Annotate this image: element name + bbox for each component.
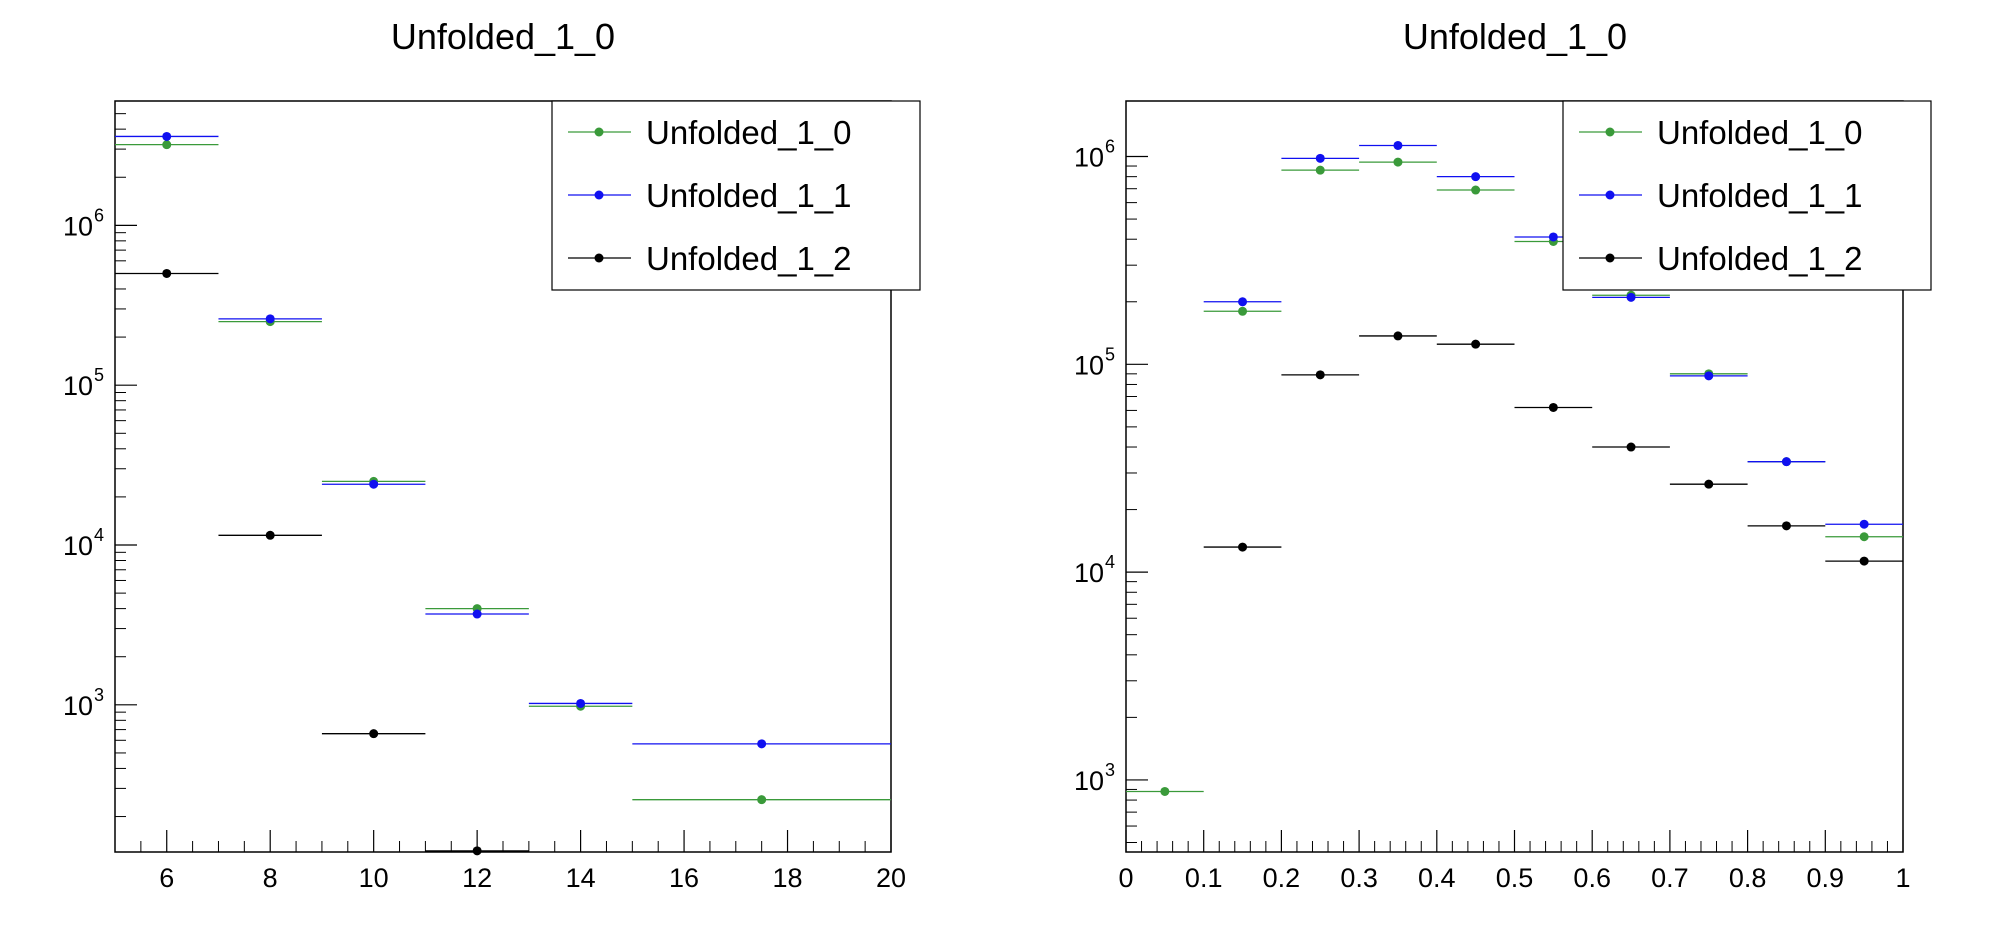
- y-tick-label-right: 10: [1074, 558, 1104, 588]
- data-point-right-series-0: [1471, 185, 1481, 195]
- data-point-left-series-1: [162, 131, 172, 141]
- data-point-left-series-2: [369, 729, 379, 739]
- x-tick-label-right: 0.1: [1185, 863, 1223, 893]
- data-point-right-series-2: [1471, 339, 1481, 349]
- data-point-right-series-1: [1315, 153, 1325, 163]
- x-tick-label-left: 20: [876, 863, 906, 893]
- data-point-right-series-0: [1315, 165, 1325, 175]
- y-tick-exponent-left: 4: [94, 525, 104, 545]
- data-point-left-series-1: [472, 609, 482, 619]
- y-tick-label-right: 10: [1074, 350, 1104, 380]
- y-tick-exponent-left: 6: [94, 205, 104, 225]
- legend-label-left-2: Unfolded_1_2: [646, 240, 852, 277]
- data-point-right-series-0: [1859, 532, 1869, 542]
- x-tick-label-right: 0.9: [1807, 863, 1845, 893]
- x-tick-label-left: 8: [263, 863, 278, 893]
- data-point-left-series-2: [472, 846, 482, 856]
- data-point-right-series-2: [1548, 402, 1558, 412]
- y-tick-label-left: 10: [63, 371, 93, 401]
- legend-label-right-0: Unfolded_1_0: [1657, 114, 1863, 151]
- x-tick-label-right: 0.6: [1573, 863, 1611, 893]
- x-tick-label-right: 0.8: [1729, 863, 1767, 893]
- data-point-left-series-2: [265, 530, 275, 540]
- legend-label-left-1: Unfolded_1_1: [646, 177, 852, 214]
- x-tick-label-right: 0.4: [1418, 863, 1456, 893]
- data-point-right-series-2: [1626, 442, 1636, 452]
- data-point-right-series-0: [1238, 306, 1248, 316]
- y-tick-label-left: 10: [63, 691, 93, 721]
- data-point-left-series-1: [757, 739, 767, 749]
- data-point-left-series-2: [162, 268, 172, 278]
- data-point-right-series-2: [1781, 521, 1791, 531]
- legend-marker-right-0: [1605, 127, 1615, 137]
- y-tick-exponent-left: 3: [94, 685, 104, 705]
- data-point-right-series-1: [1859, 519, 1869, 529]
- x-tick-label-right: 0.5: [1496, 863, 1534, 893]
- y-tick-exponent-left: 5: [94, 365, 104, 385]
- y-tick-label-left: 10: [63, 211, 93, 241]
- data-point-right-series-1: [1238, 297, 1248, 307]
- y-tick-label-left: 10: [63, 531, 93, 561]
- data-point-right-series-1: [1548, 232, 1558, 242]
- x-tick-label-left: 10: [359, 863, 389, 893]
- data-point-left-series-0: [162, 140, 172, 150]
- x-tick-label-right: 0.2: [1263, 863, 1301, 893]
- legend-marker-left-0: [594, 127, 604, 137]
- y-tick-exponent-right: 6: [1105, 137, 1115, 157]
- data-point-right-series-2: [1393, 331, 1403, 341]
- data-point-right-series-1: [1626, 292, 1636, 302]
- data-point-right-series-2: [1315, 370, 1325, 380]
- data-point-right-series-0: [1160, 786, 1170, 796]
- chart-title-left: Unfolded_1_0: [391, 16, 615, 57]
- legend-marker-right-2: [1605, 253, 1615, 263]
- data-point-right-series-1: [1781, 457, 1791, 467]
- data-point-right-series-0: [1393, 157, 1403, 167]
- legend-marker-right-1: [1605, 190, 1615, 200]
- data-point-right-series-1: [1704, 371, 1714, 381]
- x-tick-label-left: 6: [159, 863, 174, 893]
- x-tick-label-right: 1: [1895, 863, 1910, 893]
- data-point-right-series-2: [1859, 556, 1869, 566]
- x-tick-label-right: 0: [1118, 863, 1133, 893]
- y-tick-label-right: 10: [1074, 143, 1104, 173]
- legend-marker-left-2: [594, 253, 604, 263]
- legend-label-right-2: Unfolded_1_2: [1657, 240, 1863, 277]
- y-tick-exponent-right: 4: [1105, 552, 1115, 572]
- x-tick-label-left: 12: [462, 863, 492, 893]
- data-point-right-series-2: [1704, 479, 1714, 489]
- legend-label-right-1: Unfolded_1_1: [1657, 177, 1863, 214]
- y-tick-exponent-right: 5: [1105, 344, 1115, 364]
- data-point-right-series-2: [1238, 542, 1248, 552]
- chart-panel-right: Unfolded_1_0 0 0.1 0.2 0.3 0.4 0.5 0.6 0.7 0.8 0.…: [1074, 16, 1932, 893]
- data-point-left-series-1: [265, 314, 275, 324]
- y-tick-label-right: 10: [1074, 766, 1104, 796]
- data-point-left-series-1: [576, 698, 586, 708]
- legend-marker-left-1: [594, 190, 604, 200]
- data-point-right-series-1: [1471, 172, 1481, 182]
- x-tick-label-left: 16: [669, 863, 699, 893]
- data-point-left-series-0: [757, 795, 767, 805]
- data-point-right-series-1: [1393, 140, 1403, 150]
- x-tick-label-right: 0.7: [1651, 863, 1689, 893]
- x-tick-label-right: 0.3: [1340, 863, 1378, 893]
- legend-label-left-0: Unfolded_1_0: [646, 114, 852, 151]
- x-tick-label-left: 18: [773, 863, 803, 893]
- y-tick-exponent-right: 3: [1105, 760, 1115, 780]
- data-point-left-series-1: [369, 479, 379, 489]
- x-tick-label-left: 14: [566, 863, 596, 893]
- chart-title-right: Unfolded_1_0: [1403, 16, 1627, 57]
